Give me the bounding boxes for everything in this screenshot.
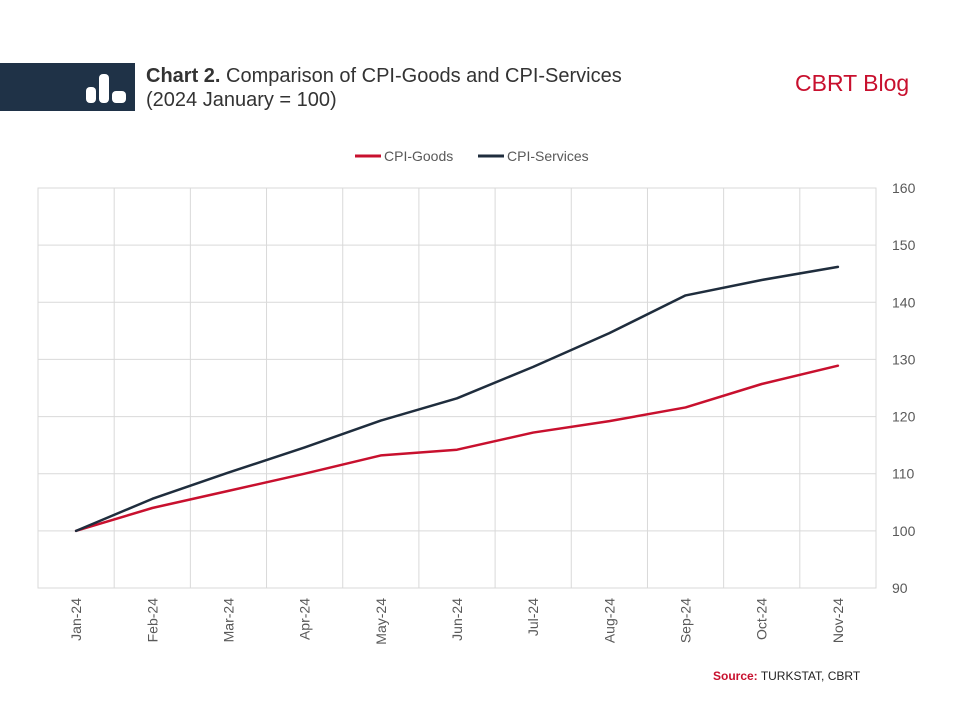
chart-title: Chart 2. Comparison of CPI-Goods and CPI…: [146, 64, 622, 88]
legend-label-cpi-goods: CPI-Goods: [384, 148, 453, 164]
x-tick-label: Apr-24: [297, 598, 313, 640]
x-axis: Jan-24 Feb-24 Mar-24 Apr-24 May-24 Jun-24 Jul-…: [68, 598, 846, 645]
x-tick-label: Jan-24: [68, 598, 84, 641]
series-line-cpi-services: [74, 265, 840, 533]
y-tick-label: 120: [892, 409, 916, 425]
y-tick-label: 90: [892, 580, 908, 596]
legend-label-cpi-services: CPI-Services: [507, 148, 589, 164]
x-tick-label: Sep-24: [678, 598, 694, 643]
brand-label: CBRT Blog: [795, 70, 910, 96]
source-label: Source:: [713, 669, 758, 683]
source-note: Source: TURKSTAT, CBRT: [713, 669, 860, 683]
y-tick-label: 150: [892, 237, 916, 253]
legend: CPI-Goods CPI-Services: [355, 148, 589, 164]
x-tick-label: Feb-24: [144, 598, 160, 643]
chart-series: [74, 265, 840, 533]
x-tick-label: Mar-24: [220, 598, 236, 643]
chart-subtitle: (2024 January = 100): [146, 89, 337, 111]
y-tick-label: 140: [892, 294, 916, 310]
chart-title-block: Chart 2. Comparison of CPI-Goods and CPI…: [146, 64, 622, 112]
x-tick-label: Jun-24: [449, 598, 465, 641]
y-axis: 90 100 110 120 130 140 150 160: [892, 180, 916, 596]
y-tick-label: 160: [892, 180, 916, 196]
x-tick-label: Aug-24: [601, 598, 617, 643]
y-tick-label: 130: [892, 351, 916, 367]
x-tick-label: Jul-24: [525, 598, 541, 636]
y-tick-label: 100: [892, 523, 916, 539]
x-tick-label: Nov-24: [830, 598, 846, 643]
x-tick-label: May-24: [373, 598, 389, 645]
y-tick-label: 110: [892, 466, 915, 482]
series-line-cpi-goods: [74, 364, 840, 533]
chart-grid: [37, 187, 877, 589]
bar-chart-logo-icon: [86, 74, 126, 103]
chart-number: Chart 2.: [146, 65, 221, 87]
source-text: TURKSTAT, CBRT: [760, 669, 861, 683]
x-tick-label: Oct-24: [754, 598, 770, 640]
chart-title-text: Comparison of CPI-Goods and CPI-Services: [226, 65, 622, 87]
header-band: [0, 63, 135, 111]
